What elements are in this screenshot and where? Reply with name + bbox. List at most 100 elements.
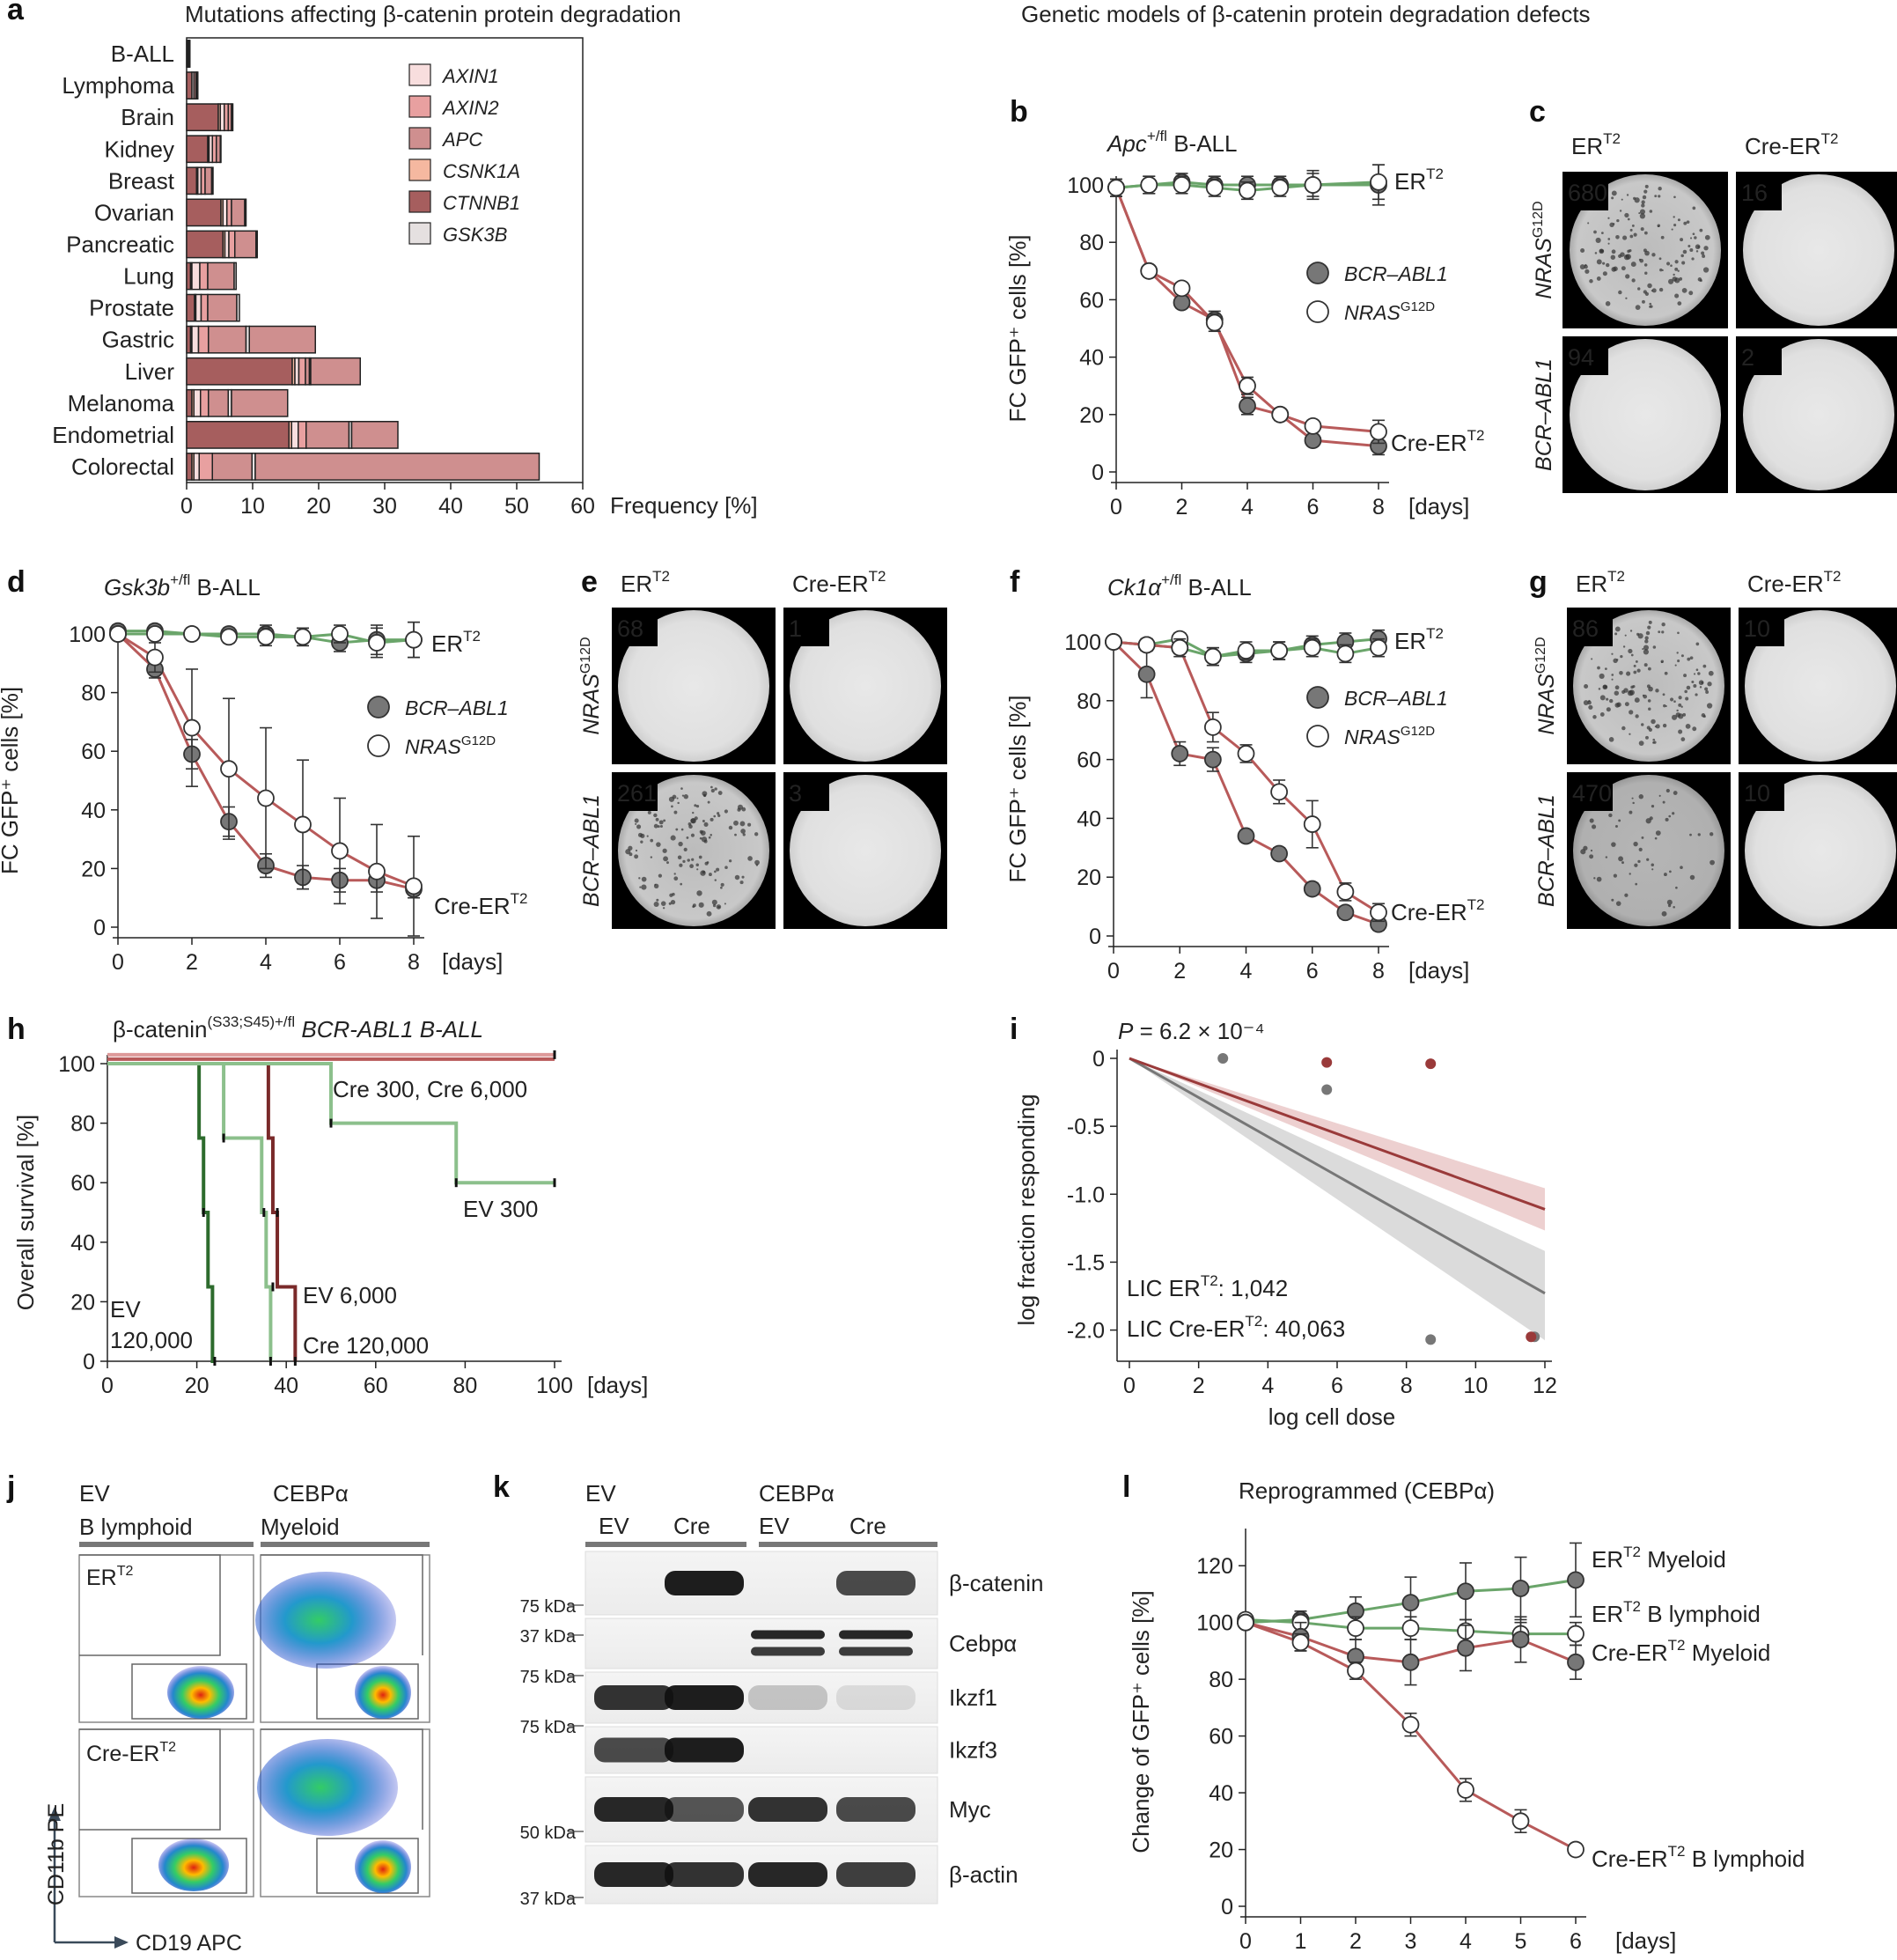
x-tick-label: 0 [1239, 1929, 1252, 1954]
y-tick-label: 0 [1221, 1895, 1233, 1919]
data-point [1347, 1662, 1364, 1680]
flow-gate-lower-4 [316, 1838, 419, 1894]
panel-letter-a: a [7, 0, 25, 26]
colony-dot [716, 904, 722, 910]
bar-segment [233, 262, 237, 291]
x-tick-label: 8 [1372, 495, 1385, 519]
flow-gate-lower-3 [131, 1838, 247, 1894]
y-tick-label: 60 [1079, 288, 1104, 313]
colony-dot [1662, 723, 1667, 728]
plate-dish [1745, 775, 1896, 926]
colony-dot [1642, 694, 1645, 697]
colony-dot [1638, 212, 1641, 215]
colony-dot [1673, 224, 1677, 227]
data-point [257, 628, 275, 646]
data-point [1321, 1057, 1333, 1068]
x-tick-label: 6 [334, 950, 346, 975]
x-tick-label: 100 [536, 1374, 573, 1398]
colony-dot [1599, 711, 1605, 717]
data-point [183, 718, 201, 737]
panel-f-title-gene: Ck1α [1107, 574, 1162, 601]
colony-dot [1673, 905, 1675, 909]
y-tick-label: 0 [1092, 1047, 1105, 1072]
data-point [405, 877, 423, 895]
colony-dot [724, 809, 729, 814]
y-axis-label: FC GFP⁺ cells [%] [1004, 695, 1031, 882]
colony-dot [1673, 195, 1676, 199]
colony-dot [1674, 267, 1679, 271]
colony-dot [1613, 873, 1618, 878]
colony-dot [1630, 262, 1636, 268]
data-point [1401, 1715, 1420, 1734]
data-point [1137, 665, 1156, 683]
colony-dot [739, 821, 746, 827]
data-point [1171, 745, 1189, 763]
count-box [612, 608, 658, 646]
x-axis-label: [days] [1615, 1927, 1676, 1954]
colony-dot [1661, 910, 1667, 917]
colony-dot [1618, 856, 1623, 862]
colony-dot [1616, 218, 1620, 223]
flow-gate-lower [131, 1663, 247, 1720]
colony-dot [1680, 866, 1683, 870]
colony-dot [1673, 700, 1676, 704]
colony-dot [677, 855, 682, 860]
series-line [1114, 187, 1379, 433]
colony-dot [1666, 262, 1671, 266]
colony-dot [1654, 836, 1658, 840]
colony-dot [1625, 274, 1630, 279]
flow-population-myeloid-1 [255, 1572, 396, 1669]
colony-dot [639, 886, 642, 888]
colony-dot [1670, 697, 1674, 702]
blot-marker-label: 37 kDa [520, 1627, 577, 1647]
panel-letter-d: d [7, 565, 26, 599]
panel-letter-b: b [1010, 95, 1028, 129]
colony-dot [1627, 249, 1630, 254]
colony-dot [737, 804, 744, 810]
colony-dot [1695, 693, 1698, 696]
colony-dot [1592, 824, 1597, 829]
colony-dot [1643, 231, 1648, 235]
blot-protein-label: Ikzf3 [949, 1737, 997, 1764]
x-tick-label: 6 [1331, 1374, 1343, 1398]
legend-swatch [408, 95, 431, 118]
colony-dot [1628, 648, 1633, 654]
colony-dot [1680, 737, 1686, 741]
data-point [1567, 1625, 1585, 1643]
colony-dot [1669, 870, 1672, 873]
annotation-ev300: EV 300 [463, 1196, 538, 1222]
series-end-label: ERT2 B lymphoid [1592, 1598, 1761, 1627]
colony-dot [1633, 841, 1638, 847]
colony-dot [1692, 726, 1697, 732]
colony-dot [1596, 876, 1602, 882]
colony-dot [1641, 836, 1644, 839]
colony-dot [1649, 302, 1652, 306]
colony-dot [1672, 714, 1678, 720]
colony-dot [702, 870, 706, 874]
data-point [1270, 844, 1289, 863]
colony-dot [1639, 213, 1646, 219]
colony-dot [1585, 263, 1587, 267]
series-end-label: ERT2 Myeloid [1592, 1544, 1726, 1573]
colony-dot [1681, 261, 1686, 265]
data-point [1304, 431, 1322, 450]
blot-band [665, 1571, 744, 1595]
category-label: Brain [121, 104, 174, 130]
colony-dot [1681, 288, 1687, 293]
colony-dot [690, 833, 695, 837]
count-box [1739, 608, 1784, 646]
colony-dot [1710, 859, 1715, 866]
colony-dot [740, 829, 746, 834]
bar-segment [204, 166, 213, 195]
colony-dot [1662, 800, 1665, 804]
colony-dot [1658, 794, 1661, 797]
colony-dot [1638, 847, 1643, 851]
legend-marker-open [1306, 300, 1329, 323]
legend-swatch [408, 222, 431, 245]
plate-col-label-ert2: ERT2 [621, 568, 670, 597]
y-tick-label: 20 [1079, 403, 1104, 428]
data-point [1370, 638, 1387, 657]
colony-dot [1644, 271, 1648, 275]
colony-dot [1646, 858, 1650, 861]
x-axis-label: log cell dose [1268, 1404, 1396, 1430]
